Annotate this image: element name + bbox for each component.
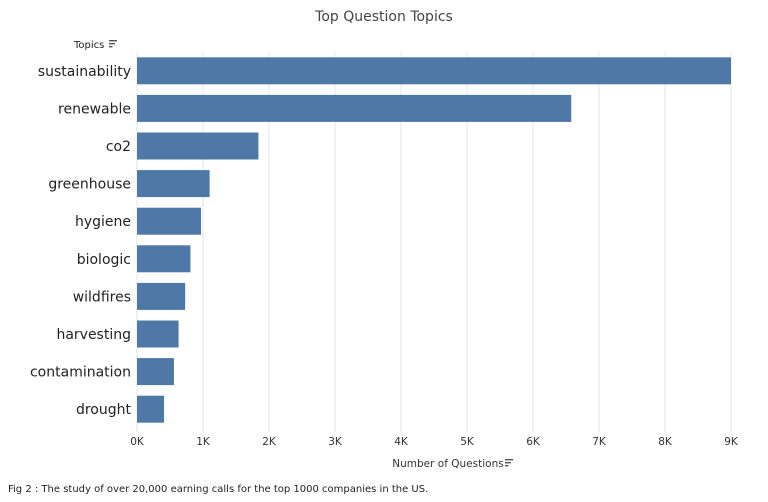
x-axis-title: Number of Questions <box>392 458 503 470</box>
x-tick-label: 3K <box>328 436 343 448</box>
x-axis-title-group[interactable]: Number of Questions <box>392 458 513 470</box>
bar-greenhouse[interactable] <box>137 170 210 198</box>
topic-labels: sustainability renewable co2 greenhouse hygi… <box>30 64 132 418</box>
sort-descending-icon[interactable] <box>505 459 513 467</box>
x-axis-ticks: 0K 1K 2K 3K 4K 5K 6K 7K 8K 9K <box>130 436 739 448</box>
topic-label-harvesting: harvesting <box>56 327 131 343</box>
topic-label-contamination: contamination <box>30 365 131 381</box>
sort-descending-icon[interactable] <box>109 40 117 48</box>
x-tick-label: 6K <box>526 436 541 448</box>
bar-harvesting[interactable] <box>137 320 179 348</box>
bar-renewable[interactable] <box>137 94 572 122</box>
x-tick-label: 0K <box>130 436 145 448</box>
x-tick-label: 2K <box>262 436 277 448</box>
bars <box>137 57 731 423</box>
category-header[interactable]: Topics <box>73 40 117 51</box>
topic-label-sustainability: sustainability <box>38 64 131 80</box>
topic-label-biologic: biologic <box>77 252 131 268</box>
bar-hygiene[interactable] <box>137 207 202 235</box>
bar-contamination[interactable] <box>137 358 174 386</box>
topic-label-drought: drought <box>76 402 132 418</box>
bar-chart: Top Question Topics Topics sustainabilit… <box>30 9 739 470</box>
topic-label-greenhouse: greenhouse <box>48 177 131 193</box>
bar-co2[interactable] <box>137 132 259 160</box>
x-tick-label: 8K <box>658 436 673 448</box>
topic-label-hygiene: hygiene <box>75 214 131 230</box>
chart-title: Top Question Topics <box>314 9 453 25</box>
x-tick-label: 7K <box>592 436 607 448</box>
x-tick-label: 1K <box>196 436 211 448</box>
topic-label-co2: co2 <box>106 139 131 155</box>
topic-label-wildfires: wildfires <box>73 289 131 305</box>
x-tick-label: 4K <box>394 436 409 448</box>
category-header-label: Topics <box>73 40 104 51</box>
figure-caption: Fig 2 : The study of over 20,000 earning… <box>8 484 429 495</box>
bar-sustainability[interactable] <box>137 57 731 85</box>
bar-drought[interactable] <box>137 395 165 423</box>
x-tick-label: 9K <box>724 436 739 448</box>
bar-wildfires[interactable] <box>137 282 186 310</box>
x-tick-label: 5K <box>460 436 475 448</box>
bar-biologic[interactable] <box>137 245 191 273</box>
topic-label-renewable: renewable <box>58 101 131 117</box>
